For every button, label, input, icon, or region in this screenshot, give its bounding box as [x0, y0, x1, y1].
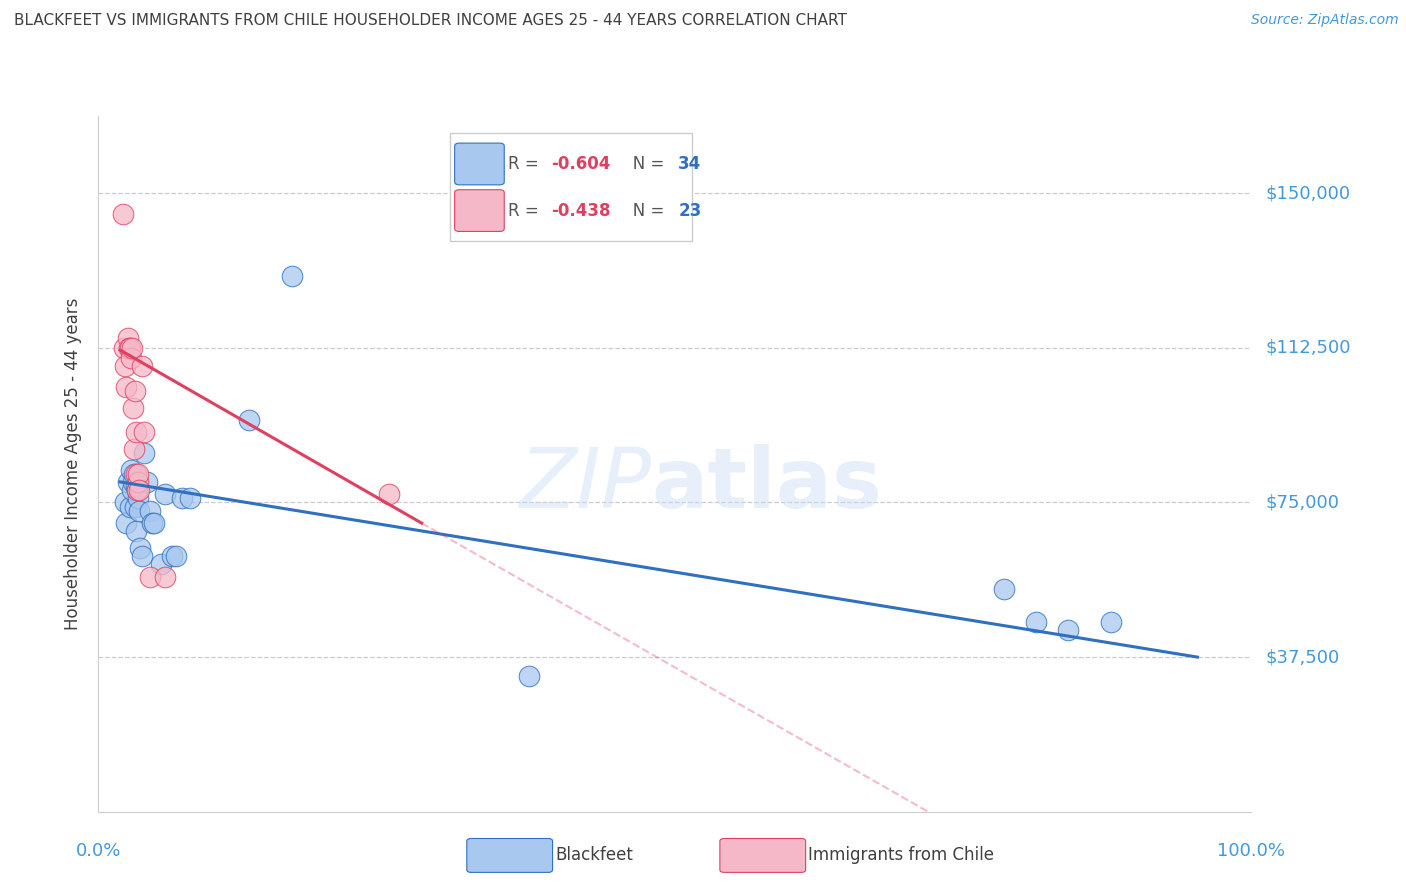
- Text: 23: 23: [678, 202, 702, 219]
- Point: [378, 487, 401, 501]
- Point: [125, 479, 148, 493]
- Point: [124, 500, 146, 514]
- Point: [165, 549, 187, 563]
- FancyBboxPatch shape: [454, 190, 505, 231]
- Point: [114, 495, 136, 509]
- Point: [127, 491, 149, 506]
- Point: [155, 487, 177, 501]
- Point: [135, 475, 157, 489]
- Point: [117, 341, 139, 355]
- Point: [120, 351, 142, 366]
- Point: [115, 380, 138, 394]
- Text: ZIP: ZIP: [520, 444, 652, 525]
- Point: [122, 442, 145, 456]
- Point: [125, 467, 148, 481]
- Point: [114, 359, 136, 374]
- Point: [131, 549, 153, 563]
- Point: [122, 475, 145, 489]
- Y-axis label: Householder Income Ages 25 - 44 years: Householder Income Ages 25 - 44 years: [65, 298, 83, 630]
- Point: [127, 475, 149, 489]
- Point: [128, 483, 150, 497]
- Point: [1025, 615, 1047, 629]
- Point: [112, 341, 135, 355]
- Text: 100.0%: 100.0%: [1218, 842, 1285, 860]
- Point: [118, 500, 141, 514]
- Point: [128, 504, 150, 518]
- Point: [118, 341, 141, 355]
- Point: [160, 549, 183, 563]
- Text: $112,500: $112,500: [1265, 339, 1351, 357]
- Point: [141, 516, 163, 530]
- Point: [139, 570, 162, 584]
- Point: [132, 425, 155, 440]
- Text: -0.438: -0.438: [551, 202, 612, 219]
- Point: [125, 425, 148, 440]
- Text: BLACKFEET VS IMMIGRANTS FROM CHILE HOUSEHOLDER INCOME AGES 25 - 44 YEARS CORRELA: BLACKFEET VS IMMIGRANTS FROM CHILE HOUSE…: [14, 13, 846, 29]
- Point: [127, 467, 149, 481]
- Text: R =: R =: [508, 202, 544, 219]
- Point: [120, 462, 142, 476]
- Text: R =: R =: [508, 155, 544, 173]
- Text: Immigrants from Chile: Immigrants from Chile: [808, 847, 994, 864]
- Point: [127, 483, 149, 497]
- Point: [121, 341, 143, 355]
- Point: [129, 541, 152, 555]
- Text: 0.0%: 0.0%: [76, 842, 121, 860]
- Point: [117, 330, 139, 344]
- Point: [1057, 624, 1080, 638]
- Point: [993, 582, 1015, 596]
- Point: [112, 207, 135, 221]
- Point: [1099, 615, 1122, 629]
- Point: [281, 268, 304, 283]
- Point: [238, 413, 260, 427]
- Point: [172, 491, 194, 506]
- Point: [179, 491, 201, 506]
- Text: Source: ZipAtlas.com: Source: ZipAtlas.com: [1251, 13, 1399, 28]
- Point: [122, 401, 145, 415]
- Text: atlas: atlas: [652, 444, 883, 525]
- Text: N =: N =: [617, 202, 669, 219]
- Point: [124, 384, 146, 399]
- Text: $75,000: $75,000: [1265, 493, 1340, 511]
- Point: [117, 475, 139, 489]
- Text: -0.604: -0.604: [551, 155, 610, 173]
- Point: [131, 359, 153, 374]
- Point: [127, 483, 149, 497]
- Text: $150,000: $150,000: [1265, 185, 1350, 202]
- Text: N =: N =: [617, 155, 669, 173]
- Text: Blackfeet: Blackfeet: [555, 847, 633, 864]
- Point: [139, 504, 162, 518]
- Point: [125, 524, 148, 539]
- Point: [115, 516, 138, 530]
- Point: [143, 516, 166, 530]
- Text: $37,500: $37,500: [1265, 648, 1340, 666]
- Point: [149, 558, 172, 572]
- Point: [122, 467, 145, 481]
- Point: [519, 668, 541, 682]
- FancyBboxPatch shape: [454, 143, 505, 185]
- FancyBboxPatch shape: [450, 134, 692, 241]
- Point: [132, 446, 155, 460]
- Point: [155, 570, 177, 584]
- Point: [121, 483, 143, 497]
- Text: 34: 34: [678, 155, 702, 173]
